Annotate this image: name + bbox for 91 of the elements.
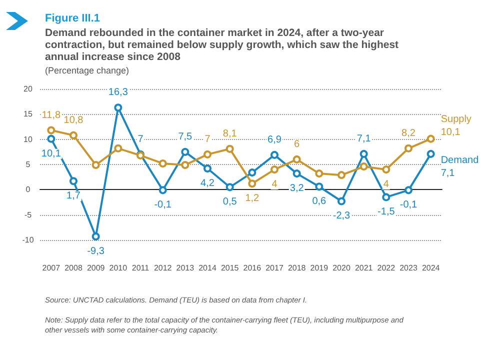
point — [315, 170, 324, 178]
data-label: 7,1 — [356, 133, 372, 144]
point — [70, 177, 78, 186]
y-tick-label: 10 — [24, 134, 33, 144]
point — [92, 161, 100, 169]
x-tick-label: 2018 — [288, 264, 306, 272]
point — [292, 155, 301, 164]
point — [70, 131, 78, 140]
point — [158, 186, 167, 194]
data-label: 6 — [294, 138, 300, 150]
x-tick-label: 2021 — [354, 264, 374, 272]
series-label: Supply — [440, 114, 472, 125]
x-tick-label: 2012 — [154, 264, 172, 272]
x-tick-label: 2022 — [377, 264, 396, 272]
point — [114, 144, 122, 152]
chart-subtitle: Demand rebounded in the container market in 2024, after a two-year contraction, but remained below supply growth, which saw the highest annual increase since 2008 — [45, 27, 400, 63]
data-label: -2,3 — [332, 210, 351, 222]
data-label: 10,8 — [64, 114, 84, 126]
y-tick-label: -5 — [24, 210, 32, 220]
point — [114, 104, 122, 112]
data-label: 8,2 — [402, 128, 416, 139]
x-tick-label: 2015 — [220, 264, 240, 272]
y-tick-label: 5 — [26, 160, 31, 169]
y-axis-title: (Percentage change) — [45, 66, 130, 76]
x-tick-label: 2008 — [64, 264, 83, 272]
point — [92, 232, 100, 240]
x-tick-label: 2024 — [422, 264, 440, 272]
point — [426, 134, 435, 143]
point — [360, 162, 368, 171]
y-tick-label: -10 — [22, 236, 34, 244]
point — [47, 126, 56, 134]
data-label: 4,2 — [200, 178, 215, 190]
data-label: 10,1 — [41, 148, 62, 160]
point — [270, 166, 278, 174]
data-label: 3,2 — [290, 183, 304, 194]
data-label: 1,7 — [66, 190, 81, 202]
point — [338, 197, 346, 206]
x-tick-label: 2020 — [332, 264, 351, 272]
point — [204, 150, 212, 158]
point — [226, 144, 234, 153]
data-label: -9,3 — [87, 246, 105, 257]
data-label: -0,1 — [154, 200, 172, 211]
y-tick-label: 20 — [24, 84, 33, 94]
point — [382, 193, 390, 202]
point — [181, 148, 190, 156]
data-label: 0,6 — [312, 196, 327, 208]
point — [204, 164, 212, 173]
point — [226, 183, 234, 192]
point — [292, 170, 301, 178]
data-label: 11,8 — [42, 110, 61, 121]
data-label: 7 — [204, 134, 211, 145]
point — [270, 150, 278, 159]
x-tick-label: 2007 — [42, 264, 61, 272]
x-tick-label: 2016 — [243, 264, 262, 272]
data-label: 6,9 — [268, 134, 282, 146]
point — [404, 186, 412, 194]
point — [404, 144, 412, 152]
data-label: 4 — [272, 179, 278, 190]
data-label: 0,5 — [222, 196, 238, 208]
data-label: 7 — [138, 134, 144, 145]
point — [47, 134, 56, 143]
data-label: -1,5 — [378, 206, 396, 218]
x-tick-label: 2017 — [266, 264, 284, 272]
point — [382, 166, 390, 174]
point — [338, 171, 346, 180]
data-label: 7,1 — [440, 168, 456, 179]
series-label: Demand — [440, 154, 479, 166]
x-tick-label: 2014 — [198, 264, 217, 272]
point — [360, 150, 368, 158]
y-tick-label: 15 — [24, 110, 33, 119]
x-tick-label: 2009 — [86, 264, 106, 272]
x-tick-label: 2023 — [400, 264, 418, 272]
point — [248, 180, 256, 188]
x-tick-label: 2013 — [176, 264, 195, 272]
data-label: 4 — [383, 179, 390, 190]
data-label: 8,1 — [222, 128, 238, 140]
chart-title: Figure III.1 — [45, 12, 100, 24]
x-tick-label: 2011 — [132, 264, 150, 272]
data-label: 1,2 — [245, 193, 260, 204]
data-label: 7,5 — [178, 131, 193, 142]
point — [181, 161, 190, 169]
y-tick-label: 0 — [26, 185, 31, 194]
point — [158, 159, 167, 168]
data-label: 10,1 — [440, 126, 461, 138]
point — [426, 150, 435, 158]
data-label: 16,3 — [108, 87, 128, 98]
data-label: -0,1 — [400, 200, 418, 211]
point — [315, 182, 324, 191]
x-tick-label: 2010 — [109, 264, 128, 272]
x-tick-label: 2019 — [310, 264, 329, 272]
point — [248, 168, 256, 177]
